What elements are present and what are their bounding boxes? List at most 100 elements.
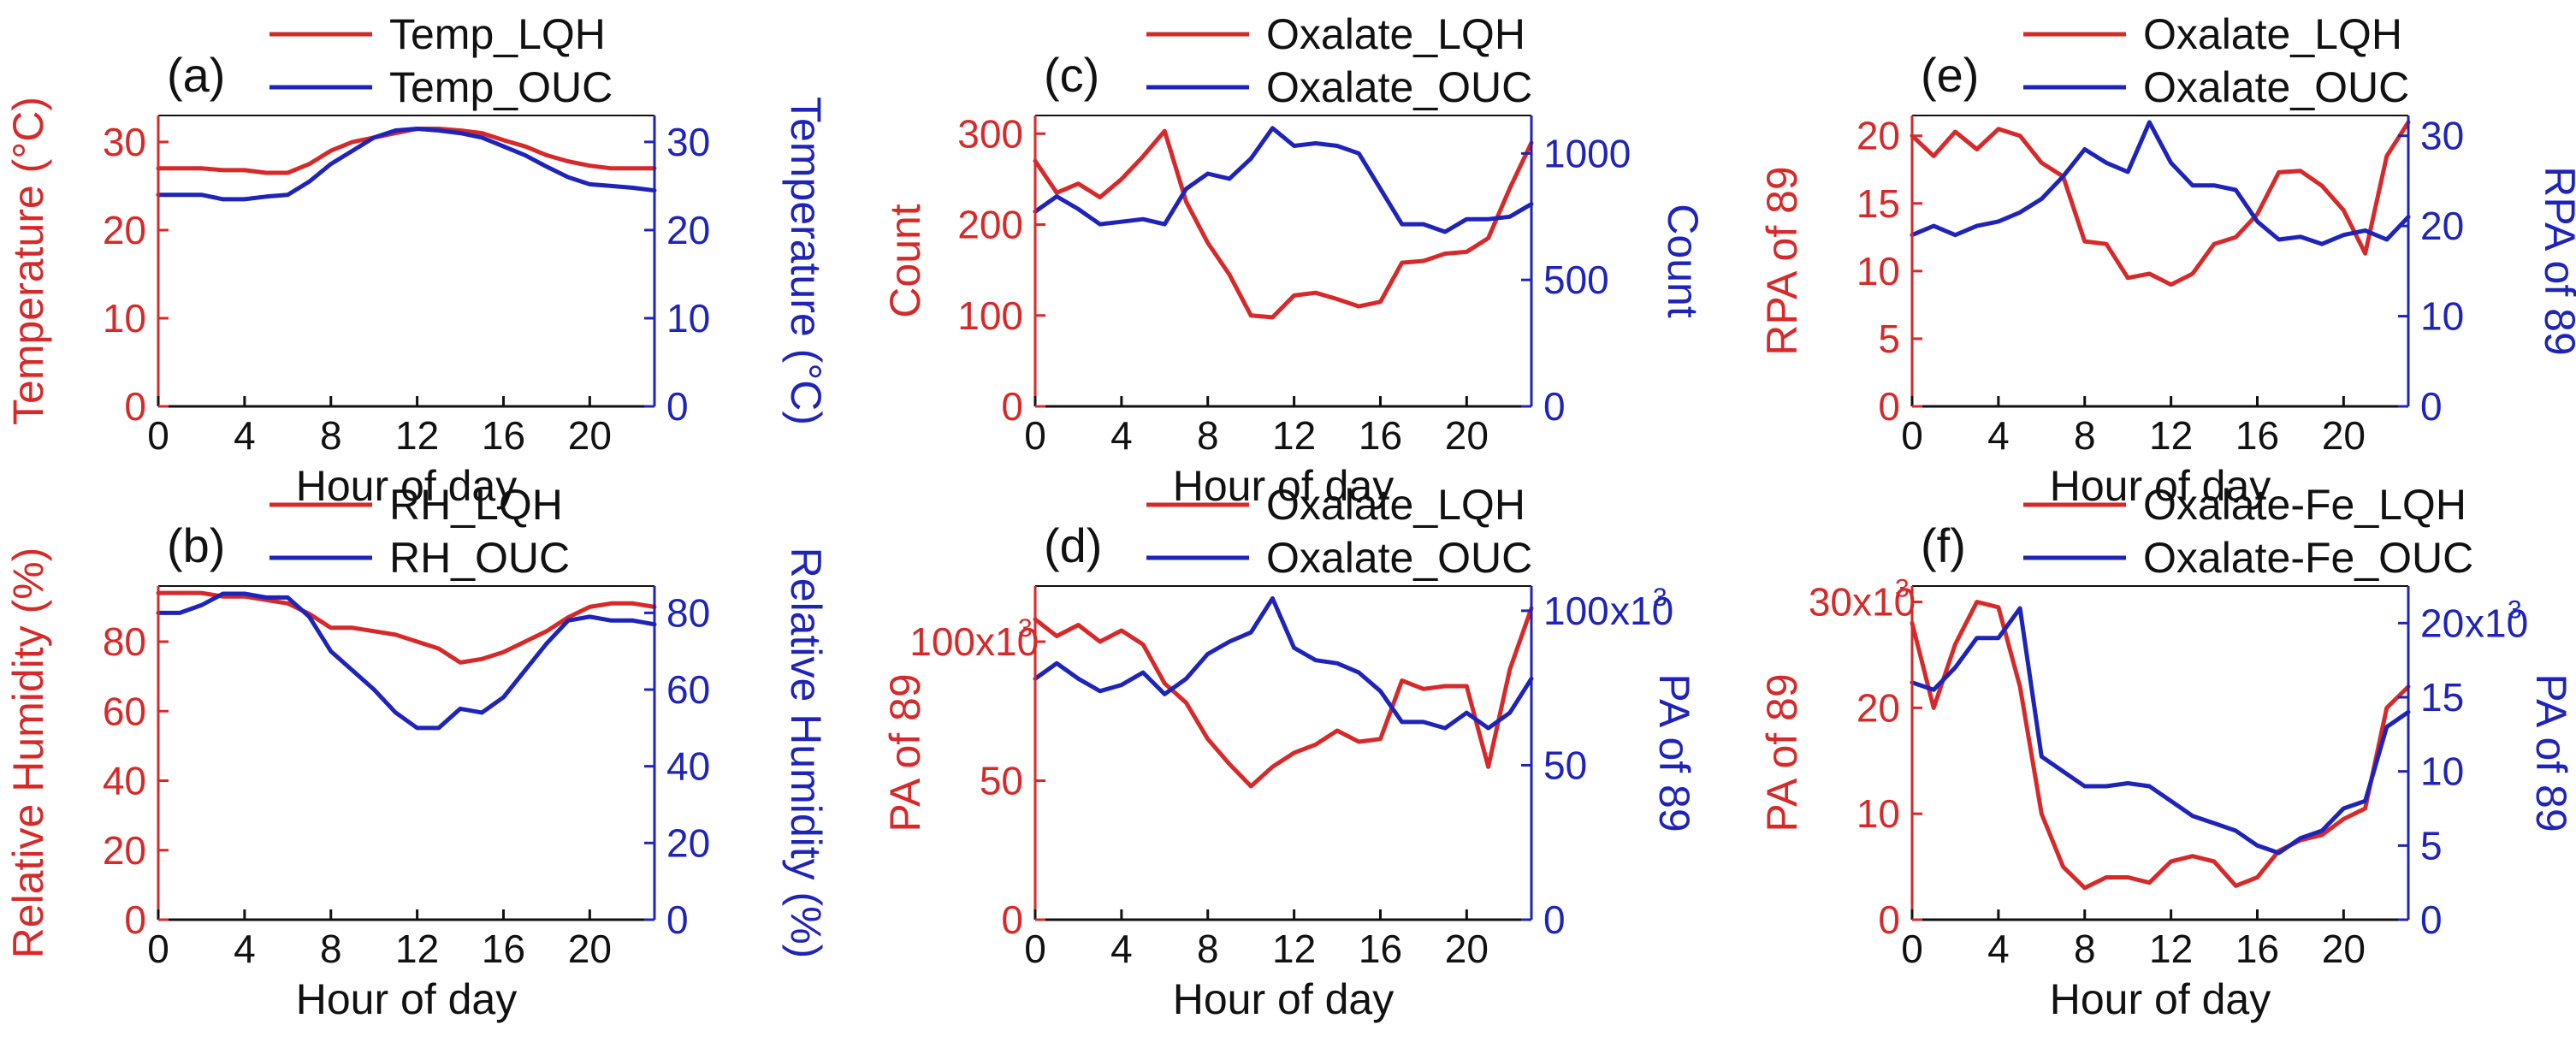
legend-label-temp-ouc: Temp_OUC — [389, 63, 613, 111]
left-y-axis-title: RPA of 89 — [1758, 166, 1806, 355]
legend-label-rh-lqh: RH_LQH — [389, 481, 563, 529]
left-y-tick-label: 20 — [103, 208, 146, 252]
x-axis-title: Hour of day — [1173, 975, 1394, 1023]
right-y-multiplier-exponent: 3 — [1653, 583, 1667, 612]
x-tick-label: 20 — [2322, 413, 2366, 458]
panel-e: 0 4 8 12 16 20 0 5 10 15 20 0 10 20 30 RPA of 89 RPA of … — [1758, 10, 2576, 510]
x-tick-label: 16 — [482, 927, 525, 971]
legend-label-oxalate-lqh: Oxalate_LQH — [2143, 10, 2402, 58]
panel-a: 0 4 8 12 16 20 0 10 20 30 0 10 20 30 Temperature (°C) T… — [4, 10, 830, 510]
left-y-tick-label: 30 — [103, 120, 146, 164]
left-y-tick-label: 0 — [124, 897, 146, 942]
right-y-tick-label: 50 — [1543, 743, 1587, 787]
left-y-axis-title: Temperature (°C) — [4, 97, 52, 425]
panel-label: (a) — [167, 48, 225, 102]
series-line-oxalate-ouc — [1033, 595, 1534, 731]
series-line-oxalate-ouc — [1033, 126, 1534, 234]
left-y-tick-label: 0 — [1001, 384, 1023, 429]
x-tick-label: 12 — [395, 927, 439, 971]
right-y-axis-title: Count — [1659, 204, 1707, 318]
left-y-multiplier-exponent: 3 — [1895, 575, 1910, 603]
x-tick-label: 4 — [234, 927, 256, 971]
left-y-tick-label: 30 — [1809, 580, 1852, 625]
x-tick-label: 0 — [147, 413, 169, 458]
x-tick-label: 16 — [2235, 927, 2279, 971]
legend-label-oxalate-ouc: Oxalate_OUC — [1266, 63, 1532, 111]
series-line-oxalate-fe-lqh — [1910, 600, 2411, 891]
series-line-oxalate-lqh — [1033, 128, 1534, 320]
x-tick-label: 8 — [1197, 927, 1219, 971]
left-y-tick-label: 20 — [103, 828, 146, 873]
right-y-tick-label: 0 — [2420, 384, 2443, 429]
right-y-tick-label: 20 — [666, 820, 710, 865]
right-y-tick-label: 0 — [1543, 897, 1566, 942]
right-y-tick-label: 30 — [666, 120, 710, 164]
right-y-tick-label: 20 — [666, 208, 710, 252]
right-y-multiplier: x10 — [2465, 601, 2528, 645]
panel-label: (c) — [1044, 48, 1099, 102]
right-y-tick-label: 20 — [2420, 204, 2464, 248]
series-line-oxalate-lqh — [1033, 606, 1534, 789]
x-axis-title: Hour of day — [296, 975, 517, 1023]
right-y-tick-label: 15 — [2420, 675, 2464, 719]
x-tick-label: 0 — [147, 927, 169, 971]
x-tick-label: 12 — [2149, 413, 2193, 458]
right-y-tick-label: 0 — [2420, 897, 2443, 942]
legend-label-temp-lqh: Temp_LQH — [389, 10, 606, 58]
right-y-tick-label: 0 — [666, 897, 689, 942]
right-y-tick-label: 1000 — [1543, 131, 1631, 175]
x-tick-label: 4 — [1987, 927, 2010, 971]
left-y-tick-label: 200 — [957, 203, 1023, 247]
left-y-tick-label: 0 — [1878, 897, 1900, 942]
right-y-tick-label: 10 — [2420, 294, 2464, 339]
legend-label-oxalate-lqh: Oxalate_LQH — [1266, 481, 1525, 529]
x-tick-label: 16 — [1359, 413, 1402, 458]
left-y-axis-title: Relative Humidity (%) — [4, 548, 52, 959]
right-y-axis-title: PA of 89 — [2527, 673, 2575, 832]
right-y-tick-label: 10 — [666, 296, 710, 341]
x-tick-label: 20 — [568, 413, 612, 458]
right-y-axis-title: PA of 89 — [1650, 673, 1698, 832]
left-y-tick-label: 20 — [1856, 685, 1900, 730]
series-line-temp-lqh — [156, 127, 657, 175]
left-y-multiplier: x10 — [975, 619, 1039, 664]
right-y-tick-label: 40 — [666, 744, 710, 789]
series-line-rh-ouc — [156, 591, 657, 731]
panel-b: 0 4 8 12 16 20 0 20 40 60 80 0 20 40 60 80 Relative Humi… — [4, 481, 830, 1023]
right-y-axis-title: RPA of 89 — [2536, 166, 2576, 355]
left-y-axis-title: PA of 89 — [1758, 673, 1806, 832]
left-y-multiplier: x10 — [1852, 580, 1916, 625]
x-tick-label: 0 — [1901, 413, 1923, 458]
x-tick-label: 12 — [395, 413, 439, 458]
panel-label: (b) — [167, 518, 225, 572]
right-y-tick-label: 20 — [2420, 601, 2464, 645]
legend-label-oxalate-fe-ouc: Oxalate-Fe_OUC — [2143, 534, 2473, 582]
legend-label-oxalate-lqh: Oxalate_LQH — [1266, 10, 1525, 58]
series-line-rh-lqh — [156, 590, 657, 665]
left-y-tick-label: 10 — [1856, 249, 1900, 293]
x-tick-label: 16 — [482, 413, 525, 458]
right-y-multiplier: x10 — [1610, 589, 1673, 633]
x-tick-label: 4 — [1110, 413, 1133, 458]
x-tick-label: 0 — [1901, 927, 1923, 971]
x-tick-label: 12 — [1272, 413, 1316, 458]
panel-label: (d) — [1044, 518, 1102, 572]
left-y-tick-label: 100 — [909, 619, 975, 664]
right-y-tick-label: 100 — [1543, 589, 1609, 633]
x-tick-label: 4 — [1110, 927, 1133, 971]
x-tick-label: 4 — [234, 413, 256, 458]
right-y-tick-label: 80 — [666, 590, 710, 635]
right-y-tick-label: 0 — [1543, 384, 1566, 429]
left-y-tick-label: 80 — [103, 619, 146, 664]
x-tick-label: 12 — [2149, 927, 2193, 971]
left-y-tick-label: 60 — [103, 689, 146, 733]
panel-label: (e) — [1921, 48, 1979, 102]
legend-label-oxalate-fe-lqh: Oxalate-Fe_LQH — [2143, 481, 2466, 529]
left-y-tick-label: 100 — [957, 293, 1023, 338]
x-tick-label: 8 — [320, 413, 342, 458]
series-line-temp-ouc — [156, 127, 657, 202]
left-y-tick-label: 300 — [957, 111, 1023, 156]
left-y-tick-label: 0 — [1878, 384, 1900, 429]
